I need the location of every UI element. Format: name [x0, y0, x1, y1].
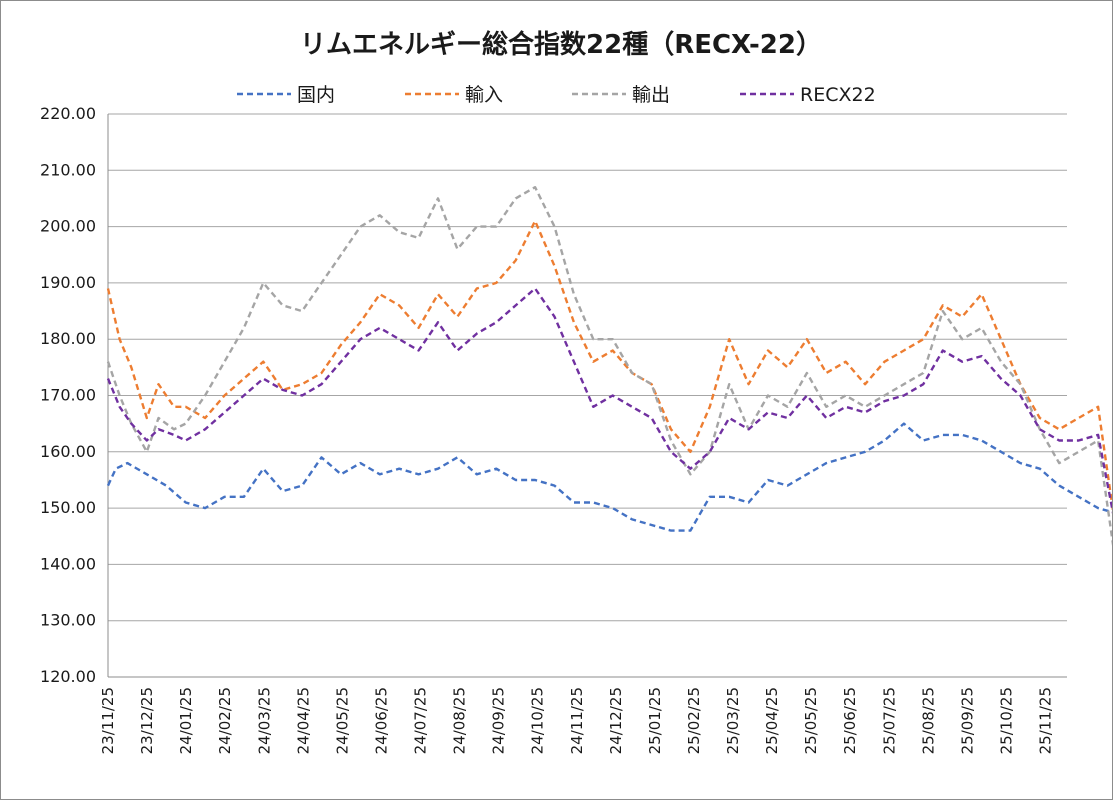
y-tick-label: 130.00 — [40, 611, 96, 630]
x-tick-label: 24/06/25 — [372, 687, 390, 754]
y-tick-label: 150.00 — [40, 498, 96, 517]
x-tick-label: 24/03/25 — [255, 687, 273, 754]
x-tick-label: 25/09/25 — [958, 687, 976, 754]
x-tick-label: 25/01/25 — [646, 687, 664, 754]
series-line-0 — [106, 422, 1113, 532]
x-tick-label: 24/07/25 — [412, 687, 430, 754]
x-tick-label: 25/05/25 — [802, 687, 820, 754]
x-tick-label: 24/12/25 — [607, 687, 625, 754]
gridlines — [108, 113, 1067, 678]
x-tick-label: 25/02/25 — [685, 687, 703, 754]
x-tick-label: 24/11/25 — [568, 687, 586, 754]
legend-label: 輸入 — [465, 84, 503, 106]
y-tick-label: 190.00 — [40, 273, 96, 292]
x-tick-label: 24/10/25 — [529, 687, 547, 754]
x-tick-label: 25/07/25 — [880, 687, 898, 754]
x-tick-label: 24/04/25 — [294, 687, 312, 754]
y-axis: 120.00 130.00 140.00 150.00 160.00 170.00 180.… — [40, 104, 109, 686]
series-lines — [106, 185, 1113, 553]
x-tick-label: 23/11/25 — [99, 687, 117, 754]
legend: 国内 輸入 輸出 RECX22 — [237, 84, 876, 106]
y-tick-label: 120.00 — [40, 667, 96, 686]
series-line-2 — [106, 185, 1113, 553]
x-tick-label: 24/08/25 — [451, 687, 469, 754]
x-tick-label: 23/12/25 — [138, 687, 156, 754]
x-tick-label: 24/05/25 — [333, 687, 351, 754]
x-tick-label: 24/02/25 — [216, 687, 234, 754]
y-tick-label: 180.00 — [40, 329, 96, 348]
series-line-1 — [106, 219, 1113, 520]
series-line-3 — [106, 287, 1113, 520]
x-tick-label: 24/01/25 — [177, 687, 195, 754]
x-tick-label: 25/10/25 — [997, 687, 1015, 754]
x-tick-label: 25/03/25 — [724, 687, 742, 754]
y-tick-label: 200.00 — [40, 217, 96, 236]
x-axis: 23/11/25 23/12/25 24/01/25 24/02/25 24/03/25… — [99, 676, 1067, 754]
legend-label: 国内 — [297, 84, 335, 106]
x-tick-label: 25/06/25 — [841, 687, 859, 754]
x-tick-label: 25/11/25 — [1037, 687, 1055, 754]
y-tick-label: 220.00 — [40, 104, 96, 123]
y-tick-label: 170.00 — [40, 386, 96, 405]
legend-label: 輸出 — [632, 84, 670, 106]
x-tick-label: 25/04/25 — [763, 687, 781, 754]
y-tick-label: 140.00 — [40, 554, 96, 573]
chart-title: リムエネルギー総合指数22種（RECX-22） — [300, 29, 822, 60]
legend-label: RECX22 — [800, 84, 876, 106]
y-tick-label: 160.00 — [40, 442, 96, 461]
y-tick-label: 210.00 — [40, 160, 96, 179]
x-tick-label: 25/08/25 — [919, 687, 937, 754]
x-tick-label: 24/09/25 — [490, 687, 508, 754]
